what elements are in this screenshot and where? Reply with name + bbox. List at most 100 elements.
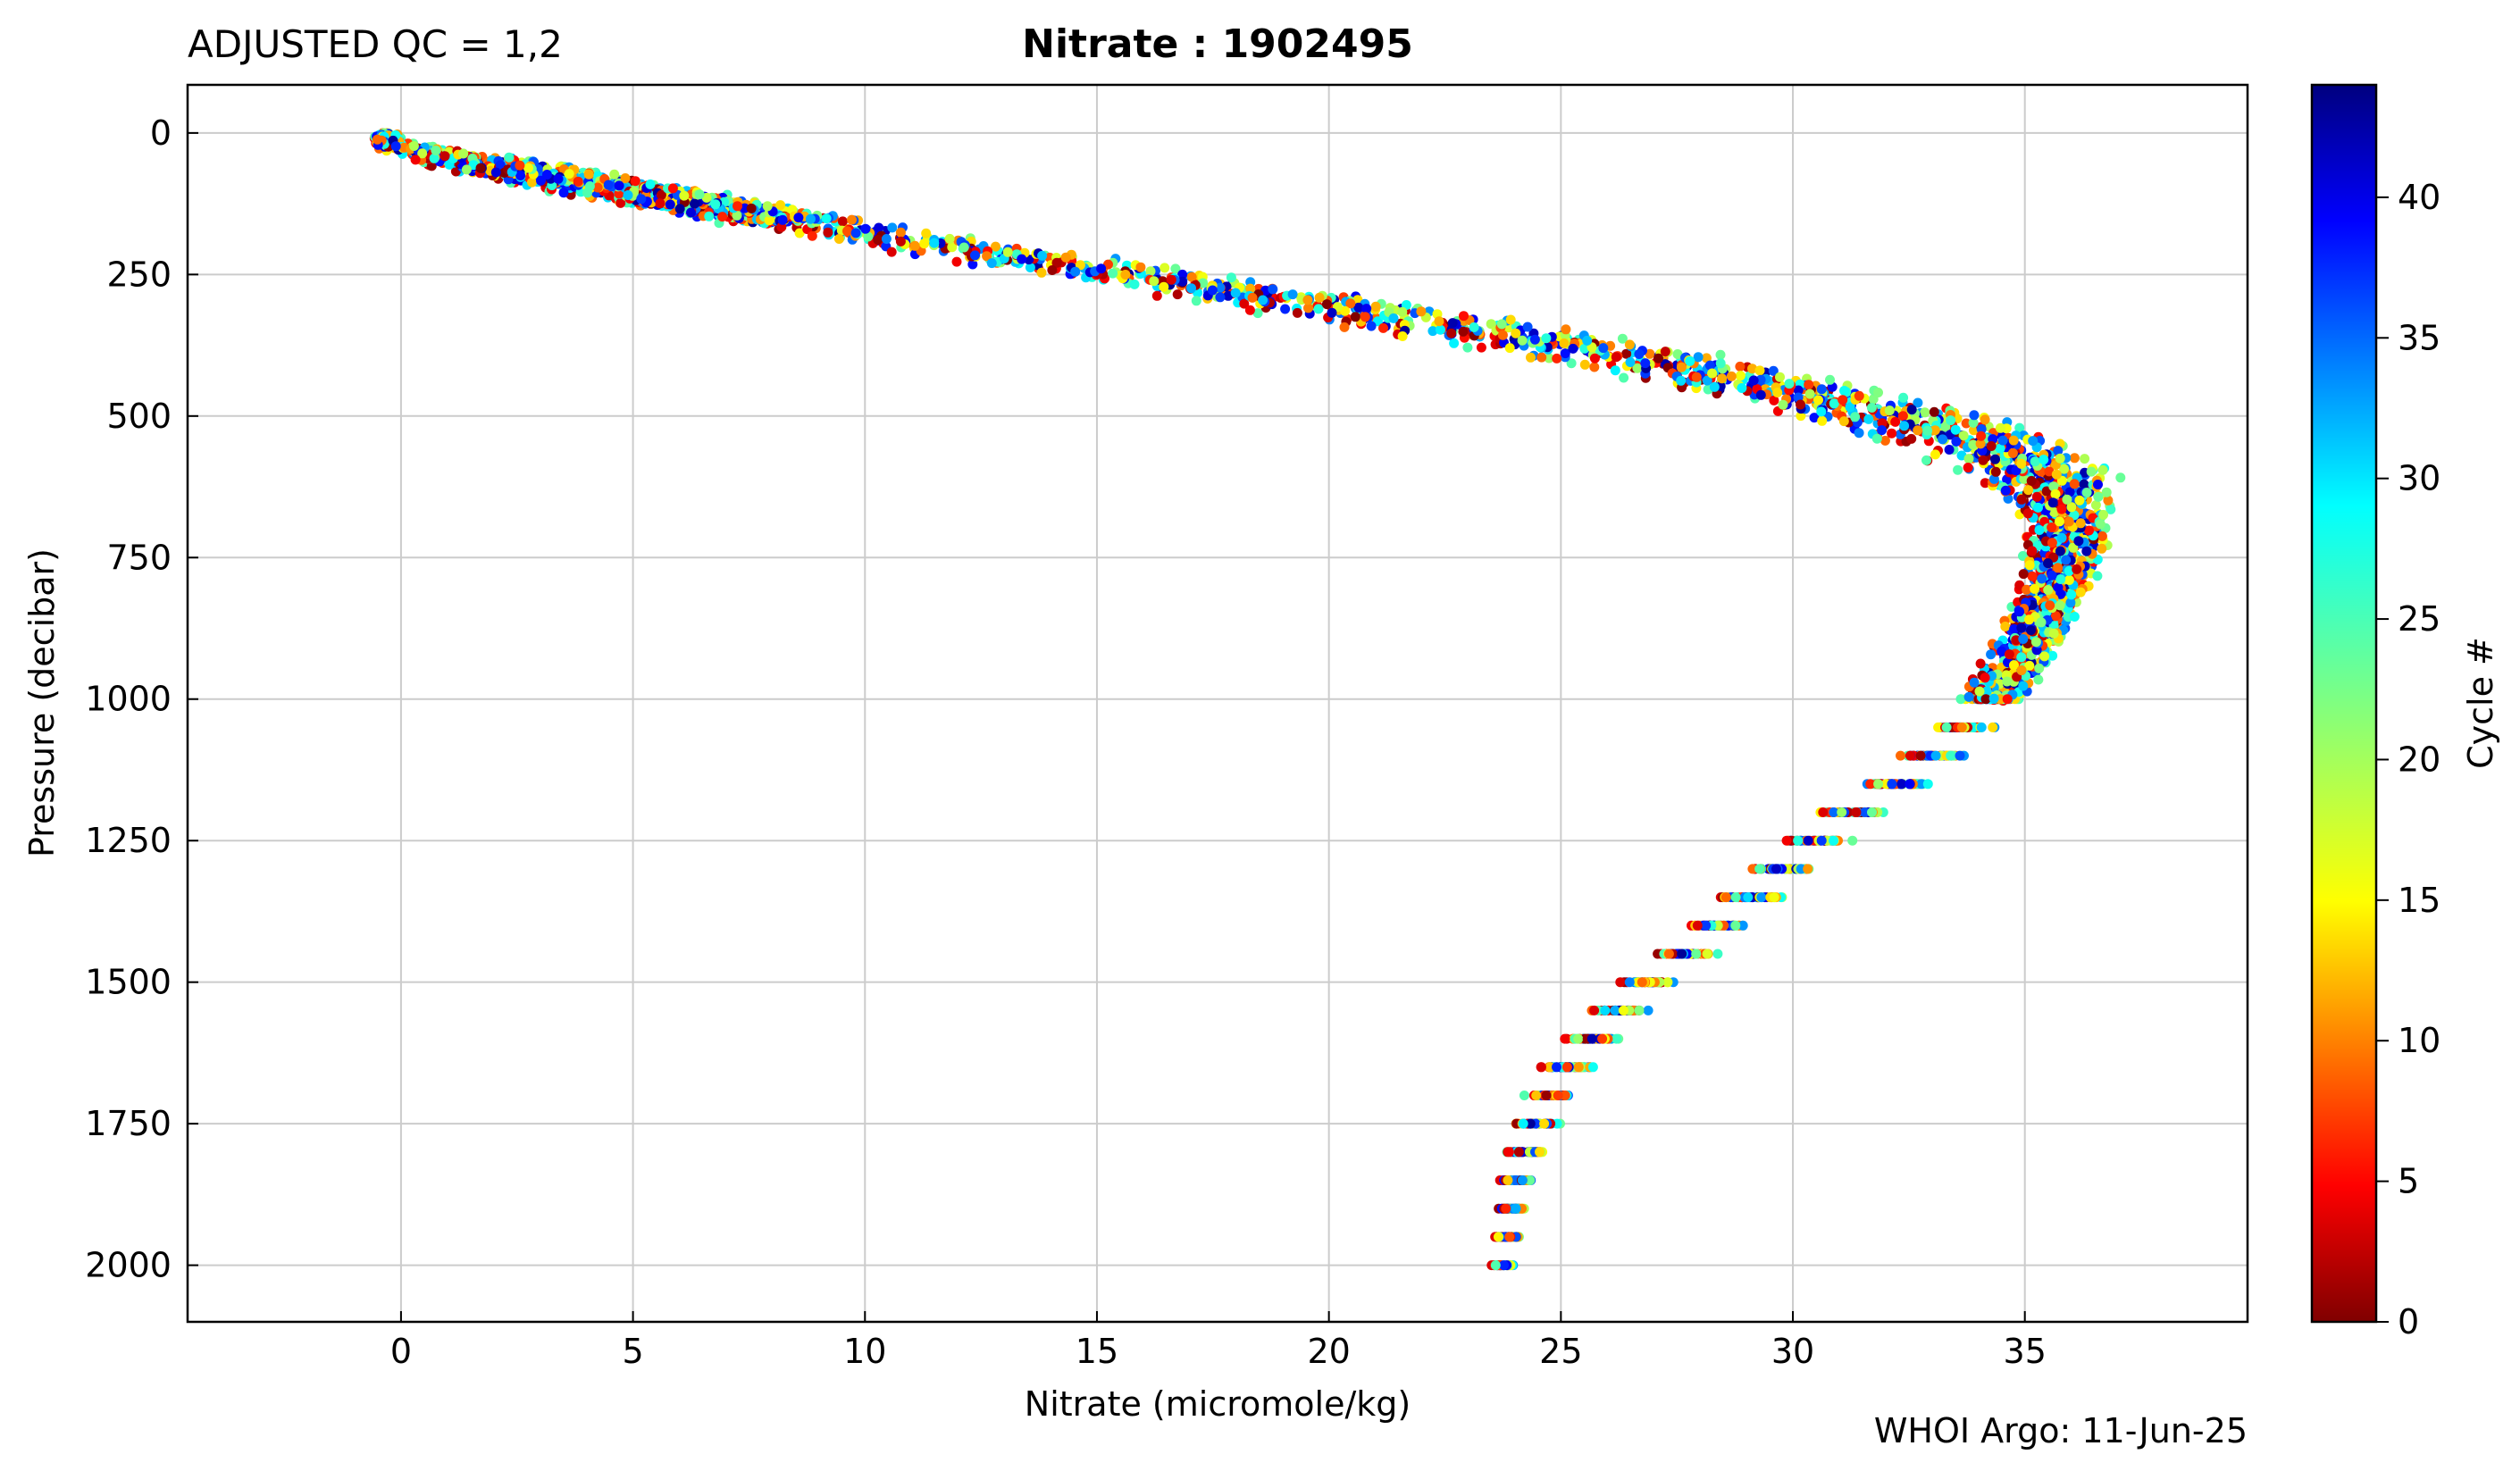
- data-point: [2007, 447, 2018, 458]
- data-point: [2055, 600, 2065, 611]
- data-point: [2103, 495, 2114, 506]
- data-point: [2073, 536, 2084, 547]
- data-point: [1539, 1118, 1550, 1129]
- data-point: [390, 141, 401, 152]
- data-point: [2031, 491, 2042, 502]
- data-point: [2009, 660, 2019, 671]
- data-point: [1813, 395, 1823, 405]
- data-point: [1887, 428, 1897, 439]
- data-point: [1497, 330, 1508, 340]
- data-point: [2034, 663, 2045, 673]
- data-point: [1866, 403, 1877, 413]
- data-point: [2045, 600, 2055, 611]
- data-point: [1880, 435, 1890, 446]
- data-point: [1963, 463, 1973, 472]
- data-point: [2039, 455, 2049, 465]
- data-point: [1517, 1175, 1528, 1185]
- data-point: [1816, 835, 1827, 846]
- data-point: [1704, 360, 1715, 371]
- colorbar-tick-label: 40: [2398, 178, 2440, 217]
- data-point: [1313, 304, 1324, 314]
- data-point: [1611, 352, 1621, 363]
- data-point: [1511, 1203, 1521, 1214]
- data-point: [553, 173, 564, 184]
- data-point: [1896, 750, 1905, 761]
- data-point: [1519, 1091, 1529, 1100]
- data-point: [1980, 414, 1990, 425]
- data-point: [1817, 415, 1828, 426]
- data-point: [1252, 308, 1263, 319]
- data-point: [823, 227, 833, 238]
- data-point: [1230, 288, 1241, 298]
- data-point: [1804, 389, 1815, 399]
- data-point: [686, 207, 696, 218]
- data-point: [536, 175, 546, 186]
- data-point: [2024, 660, 2035, 671]
- data-point: [1186, 272, 1197, 282]
- data-point: [1747, 364, 1757, 374]
- data-point: [1953, 464, 1963, 475]
- data-point: [1525, 1118, 1536, 1129]
- data-point: [1701, 920, 1712, 931]
- data-point: [1920, 407, 1930, 418]
- data-point: [1350, 312, 1360, 322]
- data-point: [2056, 504, 2067, 514]
- data-point: [821, 213, 832, 224]
- data-point: [1292, 307, 1302, 318]
- data-point: [1930, 750, 1941, 761]
- data-point: [2033, 502, 2043, 513]
- data-point: [1600, 1005, 1611, 1015]
- data-point: [2018, 681, 2029, 691]
- data-point: [2027, 571, 2038, 581]
- data-point: [2048, 628, 2059, 639]
- data-point: [1159, 281, 1169, 292]
- data-point: [1735, 371, 1746, 381]
- data-point: [991, 241, 1000, 252]
- data-point: [679, 190, 690, 201]
- data-point: [1796, 399, 1805, 410]
- data-point: [2014, 606, 2025, 617]
- data-point: [504, 152, 515, 163]
- data-point: [1995, 443, 2005, 454]
- data-point: [1397, 331, 1408, 341]
- data-point: [1618, 1005, 1628, 1015]
- data-point: [1446, 328, 1457, 338]
- data-point: [1890, 416, 1901, 427]
- data-point: [1529, 334, 1540, 345]
- x-axis-ticks: 0 5 10 15 20 25 30 35: [390, 1311, 2047, 1371]
- data-point: [1896, 779, 1907, 790]
- data-point: [1905, 779, 1915, 790]
- data-point: [1988, 722, 1998, 732]
- data-point: [2092, 571, 2103, 581]
- data-point: [615, 197, 626, 208]
- data-point: [921, 228, 932, 238]
- data-point: [1941, 722, 1952, 732]
- data-point: [1345, 298, 1356, 309]
- data-point: [2064, 575, 2074, 585]
- data-point: [495, 160, 506, 171]
- data-point: [1434, 316, 1444, 327]
- data-point: [1905, 750, 1915, 761]
- data-point: [1692, 920, 1703, 931]
- data-point: [1990, 466, 2001, 477]
- data-point: [2086, 466, 2097, 477]
- data-point: [1968, 439, 1979, 450]
- data-point: [1552, 1062, 1561, 1073]
- data-point: [2014, 422, 2025, 433]
- data-point: [2000, 622, 2011, 631]
- data-point: [1427, 326, 1438, 337]
- data-point: [1737, 383, 1747, 393]
- colorbar-label: Cycle #: [2461, 637, 2500, 769]
- data-point: [1845, 402, 1855, 413]
- data-point: [873, 235, 883, 245]
- data-point: [1829, 807, 1839, 817]
- data-point: [1493, 1232, 1503, 1242]
- data-point: [1969, 410, 1980, 421]
- data-point: [1151, 290, 1162, 301]
- data-point: [1535, 1147, 1545, 1158]
- data-point: [1499, 1260, 1509, 1271]
- data-point: [1829, 398, 1839, 409]
- data-point: [1913, 425, 1923, 436]
- data-point: [2097, 531, 2107, 541]
- data-point: [1624, 339, 1635, 350]
